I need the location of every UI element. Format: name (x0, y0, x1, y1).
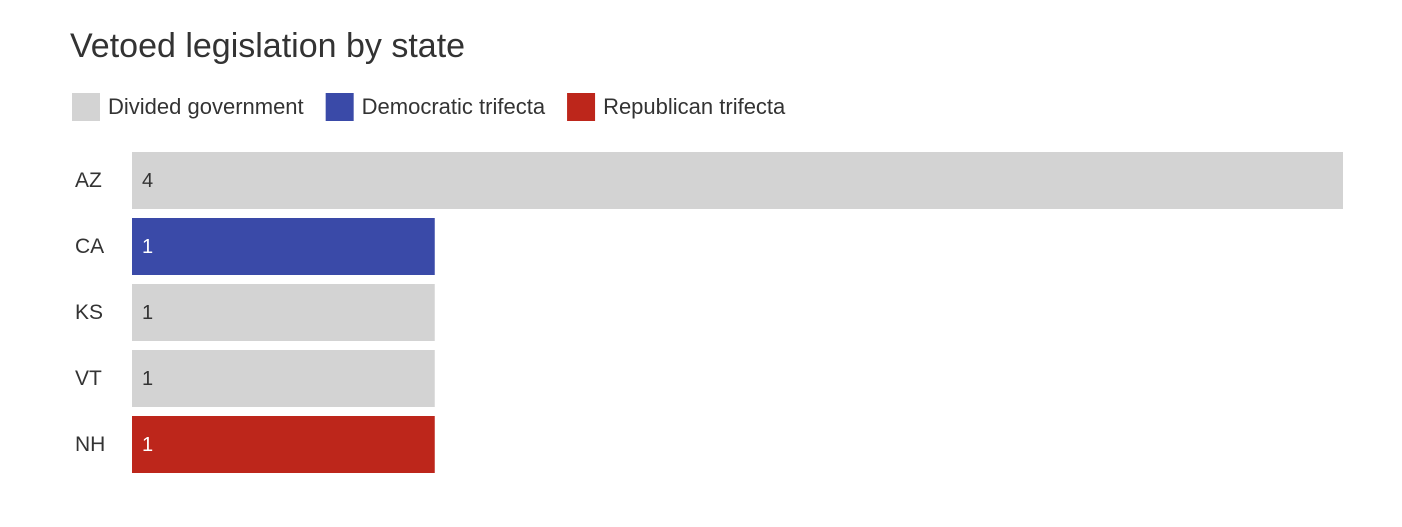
bar (132, 416, 435, 473)
chart-title: Vetoed legislation by state (70, 27, 465, 65)
bar (132, 218, 435, 275)
bar (132, 350, 435, 407)
legend-label: Divided government (108, 94, 304, 119)
legend-swatch (325, 93, 354, 121)
legend-swatch (567, 93, 596, 121)
bar (132, 152, 1343, 209)
y-tick-label: VT (75, 367, 102, 390)
value-label: 1 (142, 236, 153, 258)
legend-label: Republican trifecta (603, 94, 786, 119)
y-tick-label: AZ (75, 169, 102, 192)
value-label: 4 (142, 170, 153, 192)
value-label: 1 (142, 302, 153, 324)
y-tick-label: NH (75, 433, 105, 456)
y-tick-label: KS (75, 301, 103, 324)
bar (132, 284, 435, 341)
value-label: 1 (142, 368, 153, 390)
legend-label: Democratic trifecta (362, 94, 546, 119)
legend-swatch (72, 93, 100, 121)
y-tick-label: CA (75, 235, 104, 258)
value-label: 1 (142, 434, 153, 456)
